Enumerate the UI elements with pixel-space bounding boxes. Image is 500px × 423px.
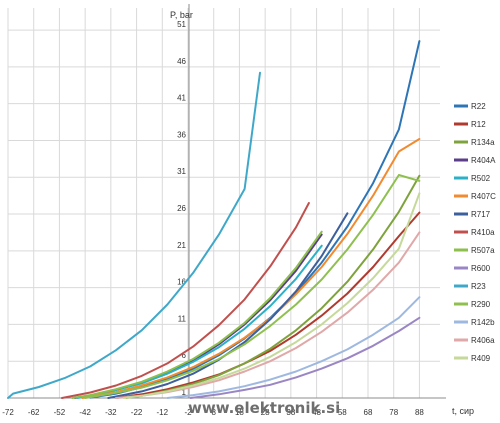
y-tick-label: 1 (182, 388, 187, 397)
series-line-r290 (84, 174, 421, 399)
legend-label: R406a (471, 336, 495, 345)
x-tick-label: 18 (235, 408, 244, 417)
x-tick-label: 78 (389, 408, 398, 417)
legend-label: R23 (471, 282, 486, 291)
legend-label: R407C (471, 192, 496, 201)
x-tick-label: 38 (286, 408, 295, 417)
x-tick-label: -42 (79, 408, 91, 417)
legend-label: R410a (471, 228, 495, 237)
x-tick-label: -62 (28, 408, 40, 417)
x-tick-label: 68 (364, 408, 373, 417)
y-tick-label: 31 (177, 167, 186, 176)
y-axis-title: P, bar (170, 10, 193, 20)
axes: -72 -62 -52 -42 -32 -22 -12 -2 8 18 28 38 48 58 68 78 88… (2, 4, 474, 417)
x-tick-label: 88 (415, 408, 424, 417)
y-tick-label: 41 (177, 94, 186, 103)
x-axis-title: t, сир (452, 406, 474, 416)
y-tick-label: 16 (177, 278, 186, 287)
legend-label: R717 (471, 210, 491, 219)
x-tick-label: -72 (2, 408, 14, 417)
series-line-r409 (122, 192, 421, 399)
y-tick-label: 6 (182, 351, 187, 360)
x-tick-label: 28 (261, 408, 270, 417)
x-tick-label: -2 (184, 408, 192, 417)
x-tick-label: 48 (312, 408, 321, 417)
legend-label: R22 (471, 102, 486, 111)
x-tick-label: -32 (105, 408, 117, 417)
legend-label: R502 (471, 174, 491, 183)
y-tick-label: 51 (177, 20, 186, 29)
x-tick-label: -12 (157, 408, 169, 417)
series-line-r407c (81, 138, 421, 399)
series-line-r23 (7, 71, 261, 399)
series-line-r600 (189, 316, 421, 399)
legend-label: R290 (471, 300, 491, 309)
legend: R22 R12 R134a R404A R502 R407C R717 R410a R507a R… (454, 102, 496, 363)
y-tick-label: 46 (177, 57, 186, 66)
watermark-text: www.elektronik.si (188, 399, 340, 417)
x-tick-label: 58 (338, 408, 347, 417)
series-line-r12 (115, 211, 421, 399)
y-tick-label: 36 (177, 130, 186, 139)
y-tick-label: 26 (177, 204, 186, 213)
series-line-r410a (61, 202, 310, 399)
legend-label: R12 (471, 120, 486, 129)
y-tick-label: 11 (178, 314, 187, 323)
legend-label: R507a (471, 246, 495, 255)
legend-label: R404A (471, 156, 496, 165)
x-tick-label: -22 (131, 408, 143, 417)
x-tick-label: 8 (211, 408, 216, 417)
legend-label: R600 (471, 264, 491, 273)
y-tick-label: 21 (177, 241, 186, 250)
series-lines (7, 40, 421, 399)
x-tick-label: -52 (54, 408, 66, 417)
legend-label: R142b (471, 318, 495, 327)
series-line-r142b (166, 296, 421, 399)
series-line-r507a (71, 230, 323, 399)
legend-label: R134a (471, 138, 495, 147)
legend-label: R409 (471, 354, 491, 363)
